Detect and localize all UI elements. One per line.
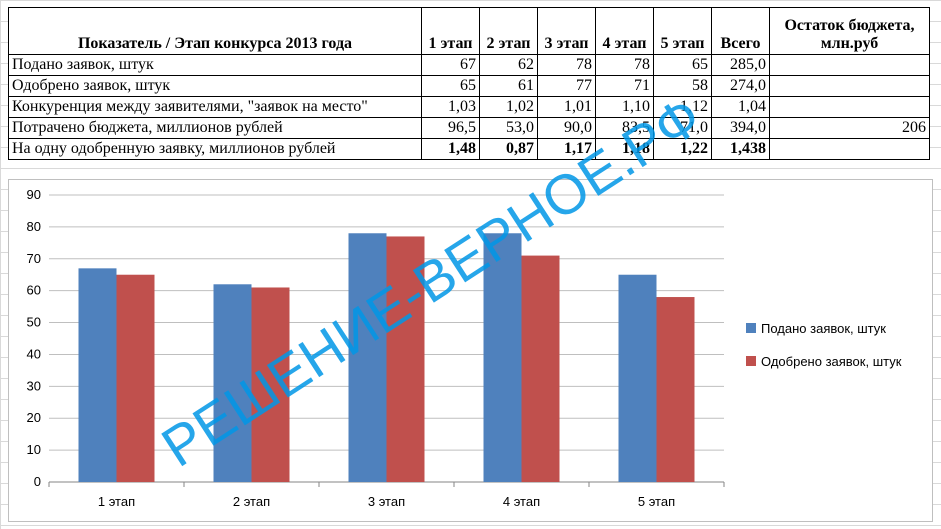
legend-label: Подано заявок, штук — [761, 321, 886, 336]
bar-submitted — [348, 233, 387, 482]
row-label[interactable]: Конкуренция между заявителями, "заявок н… — [8, 96, 422, 118]
table-cell[interactable]: 1,22 — [653, 138, 712, 160]
bar-approved — [521, 255, 560, 482]
table-cell[interactable]: 78 — [537, 54, 596, 76]
header-total[interactable]: Всего — [711, 7, 770, 55]
table-row: Потрачено бюджета, миллионов рублей 96,5… — [8, 117, 930, 139]
table-cell[interactable]: 1,48 — [421, 138, 480, 160]
table-cell[interactable]: 90,0 — [537, 117, 596, 139]
bar-submitted — [483, 233, 522, 482]
table-cell[interactable]: 53,0 — [479, 117, 538, 139]
table-cell[interactable]: 83,5 — [595, 117, 654, 139]
header-stage-3[interactable]: 3 этап — [537, 7, 596, 55]
bar-submitted — [213, 284, 252, 482]
table-cell[interactable]: 1,12 — [653, 96, 712, 118]
x-tick-label: 4 этап — [503, 494, 540, 509]
bar-approved — [656, 297, 695, 482]
y-tick-label: 10 — [27, 442, 41, 457]
table-cell[interactable]: 65 — [653, 54, 712, 76]
legend-swatch — [746, 323, 756, 333]
table-cell[interactable]: 0,87 — [479, 138, 538, 160]
header-stage-4[interactable]: 4 этап — [595, 7, 654, 55]
header-stage-1[interactable]: 1 этап — [421, 7, 480, 55]
table-cell[interactable]: 71 — [595, 75, 654, 97]
row-label[interactable]: Одобрено заявок, штук — [8, 75, 422, 97]
table-cell[interactable]: 62 — [479, 54, 538, 76]
table-cell[interactable]: 78 — [595, 54, 654, 76]
table-cell[interactable]: 96,5 — [421, 117, 480, 139]
row-label[interactable]: Подано заявок, штук — [8, 54, 422, 76]
table-cell[interactable]: 1,18 — [595, 138, 654, 160]
header-stage-2[interactable]: 2 этап — [479, 7, 538, 55]
table-cell[interactable]: 285,0 — [711, 54, 770, 76]
y-tick-label: 60 — [27, 283, 41, 298]
chart-svg: 0 10 20 30 40 50 60 70 80 90 1 этап 2 этап 3 этап 4 э… — [27, 187, 902, 509]
data-table: Показатель / Этап конкурса 2013 года 1 э… — [8, 7, 930, 160]
table-cell[interactable]: 1,02 — [479, 96, 538, 118]
bar-approved — [116, 274, 155, 482]
table-cell[interactable]: 394,0 — [711, 117, 770, 139]
table-header-row: Показатель / Этап конкурса 2013 года 1 э… — [8, 7, 930, 55]
y-tick-label: 0 — [34, 474, 41, 489]
header-remainder[interactable]: Остаток бюджета, млн.руб — [769, 7, 930, 55]
legend-swatch — [746, 356, 756, 366]
y-tick-label: 90 — [27, 187, 41, 202]
table-cell[interactable]: 61 — [479, 75, 538, 97]
header-indicator[interactable]: Показатель / Этап конкурса 2013 года — [8, 7, 422, 55]
table-cell[interactable]: 274,0 — [711, 75, 770, 97]
x-tick-label: 2 этап — [233, 494, 270, 509]
table-cell[interactable]: 1,10 — [595, 96, 654, 118]
table-cell[interactable]: 67 — [421, 54, 480, 76]
legend-label: Одобрено заявок, штук — [761, 354, 902, 369]
bar-approved — [386, 236, 425, 482]
table-row: Одобрено заявок, штук 65 61 77 71 58 274… — [8, 75, 930, 97]
table-row: На одну одобренную заявку, миллионов руб… — [8, 138, 930, 160]
table-cell[interactable] — [769, 54, 930, 76]
table-cell[interactable]: 1,438 — [711, 138, 770, 160]
header-stage-5[interactable]: 5 этап — [653, 7, 712, 55]
table-cell[interactable]: 1,04 — [711, 96, 770, 118]
bar-approved — [251, 287, 290, 482]
table-cell[interactable]: 1,03 — [421, 96, 480, 118]
table-cell[interactable]: 58 — [653, 75, 712, 97]
table-cell[interactable]: 1,17 — [537, 138, 596, 160]
x-tick-label: 1 этап — [98, 494, 135, 509]
table-row: Конкуренция между заявителями, "заявок н… — [8, 96, 930, 118]
y-tick-label: 40 — [27, 346, 41, 361]
table-cell[interactable]: 65 — [421, 75, 480, 97]
y-tick-label: 30 — [27, 378, 41, 393]
table-cell[interactable] — [769, 75, 930, 97]
x-tick-label: 5 этап — [638, 494, 675, 509]
table-cell[interactable]: 206 — [769, 117, 930, 139]
bar-chart[interactable]: 0 10 20 30 40 50 60 70 80 90 1 этап 2 этап 3 этап 4 э… — [8, 179, 933, 522]
table-row: Подано заявок, штук 67 62 78 78 65 285,0 — [8, 54, 930, 76]
y-tick-label: 80 — [27, 219, 41, 234]
table-cell[interactable]: 77 — [537, 75, 596, 97]
table-cell[interactable]: 71,0 — [653, 117, 712, 139]
table-cell[interactable] — [769, 96, 930, 118]
row-label[interactable]: На одну одобренную заявку, миллионов руб… — [8, 138, 422, 160]
y-tick-label: 70 — [27, 251, 41, 266]
y-tick-label: 50 — [27, 315, 41, 330]
row-label[interactable]: Потрачено бюджета, миллионов рублей — [8, 117, 422, 139]
x-tick-label: 3 этап — [368, 494, 405, 509]
table-cell[interactable] — [769, 138, 930, 160]
bar-submitted — [78, 268, 117, 482]
y-tick-label: 20 — [27, 410, 41, 425]
table-cell[interactable]: 1,01 — [537, 96, 596, 118]
bar-submitted — [618, 274, 657, 482]
